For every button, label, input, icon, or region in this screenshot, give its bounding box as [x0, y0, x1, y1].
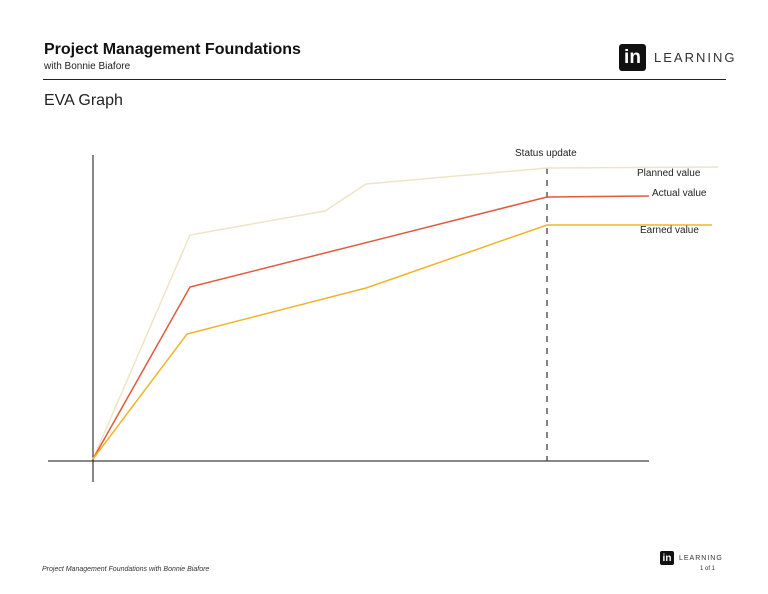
status-update-label: Status update: [515, 148, 577, 159]
actual-value-label: Actual value: [652, 188, 707, 199]
earned-value-line: [92, 224, 712, 460]
actual-value-line: [92, 195, 650, 460]
planned-value-line: [92, 166, 719, 460]
earned-value-label: Earned value: [640, 225, 699, 236]
header-divider: [43, 79, 726, 80]
course-title: Project Management Foundations: [44, 41, 301, 58]
footer-logo: in LEARNING: [660, 551, 723, 565]
footer-logo-text: LEARNING: [679, 554, 723, 562]
linkedin-learning-logo: in LEARNING: [619, 44, 736, 71]
page-heading: EVA Graph: [44, 92, 123, 109]
logo-text: LEARNING: [654, 50, 737, 65]
linkedin-icon: in: [619, 44, 646, 71]
page-number: 1 of 1: [700, 566, 716, 572]
linkedin-icon: in: [660, 551, 674, 565]
footer-course: Project Management Foundations with Bonn…: [42, 566, 210, 573]
course-subtitle: with Bonnie Biafore: [44, 61, 131, 72]
planned-value-label: Planned value: [637, 168, 701, 179]
